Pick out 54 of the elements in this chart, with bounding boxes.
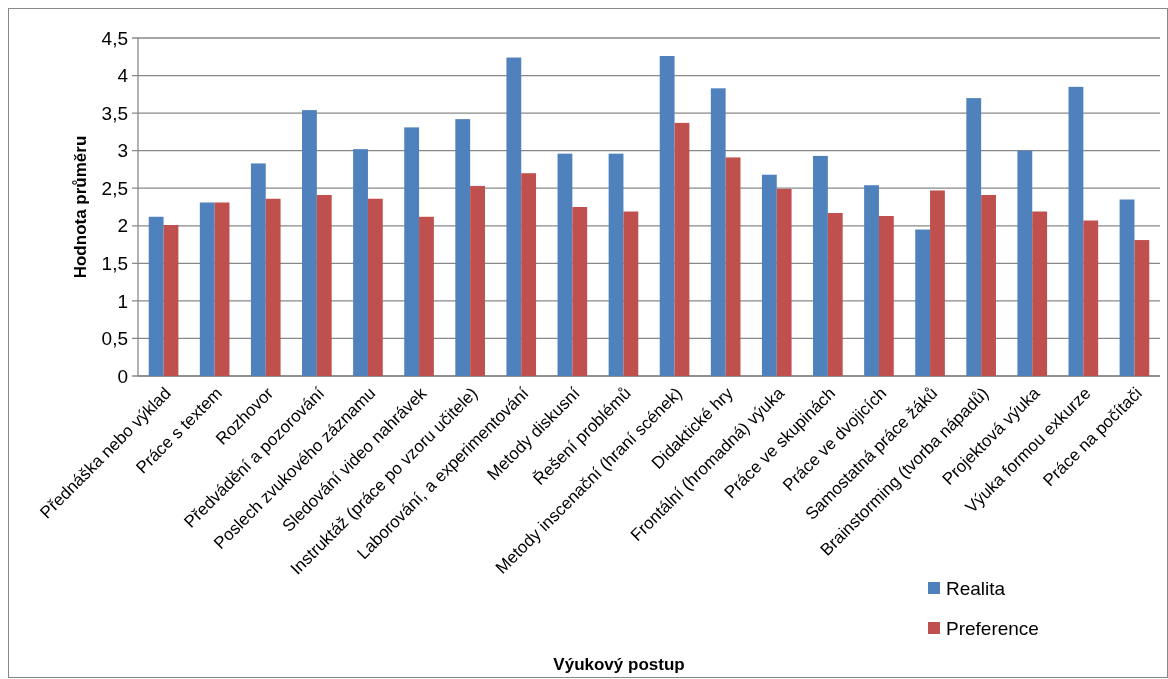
bar (813, 155, 828, 376)
bar (659, 56, 675, 376)
bar (1119, 199, 1135, 376)
bar (1032, 211, 1048, 376)
y-axis-title: Hodnota průměru (71, 135, 90, 279)
legend-label: Preference (946, 617, 1039, 639)
bar (367, 198, 383, 376)
y-tick-label: 3 (117, 140, 128, 162)
y-tick-label: 2 (117, 215, 128, 237)
bar (214, 202, 230, 376)
bar (1083, 220, 1099, 376)
bar (265, 198, 281, 376)
bar (404, 127, 420, 376)
bar (966, 98, 982, 376)
bar (710, 88, 726, 376)
bar (827, 213, 843, 376)
bar (623, 211, 639, 376)
x-axis-title: Výukový postup (553, 655, 685, 674)
bar (148, 216, 164, 376)
bar (1017, 150, 1033, 376)
bar (915, 229, 931, 376)
bar (725, 157, 741, 376)
bar (506, 57, 522, 376)
bar (419, 216, 434, 376)
bar (302, 110, 317, 376)
y-tick-label: 0,5 (101, 328, 128, 350)
bar (521, 173, 537, 376)
y-tick-label: 3,5 (101, 102, 128, 124)
y-tick-label: 1 (117, 290, 128, 312)
bar (864, 185, 879, 376)
bar (199, 202, 215, 376)
y-tick-label: 2,5 (101, 177, 128, 199)
bar (1134, 240, 1150, 376)
bar (572, 207, 588, 376)
y-tick-label: 0 (117, 365, 128, 387)
bar (674, 122, 690, 376)
bar (608, 153, 624, 376)
bar (981, 194, 996, 376)
bar (316, 194, 332, 376)
bar (930, 190, 945, 376)
bar (163, 225, 179, 376)
bar (761, 174, 777, 376)
bar (776, 188, 792, 376)
bar (1068, 86, 1084, 376)
bar (455, 119, 471, 376)
bar (353, 149, 368, 376)
y-tick-label: 1,5 (101, 252, 128, 274)
y-tick-label: 4 (117, 65, 129, 87)
bar (250, 163, 266, 376)
bar (557, 153, 573, 376)
y-tick-label: 4,5 (101, 27, 128, 49)
bar (878, 216, 894, 376)
bar (470, 185, 485, 376)
legend-label: Realita (946, 577, 1006, 599)
